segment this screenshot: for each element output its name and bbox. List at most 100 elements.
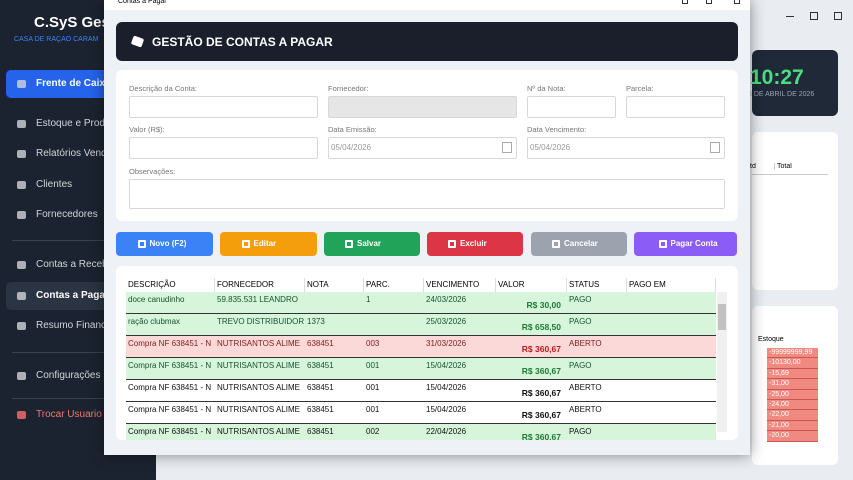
menu-item[interactable]: Estoque e Produ xyxy=(36,118,111,129)
menu-icon xyxy=(17,372,26,380)
menu-item[interactable]: Resumo Finance xyxy=(36,320,112,331)
table-cell: PAGO xyxy=(569,295,592,304)
window-control[interactable] xyxy=(810,12,818,20)
button[interactable]: Excluir xyxy=(427,232,523,256)
stock-cell: -31,00 xyxy=(767,379,818,390)
separator xyxy=(12,398,156,399)
table-cell: 003 xyxy=(366,339,380,348)
window-control[interactable] xyxy=(706,0,712,4)
table-cell: PAGO xyxy=(569,361,592,370)
value-cell: R$ 360,67 xyxy=(521,344,561,354)
menu-item[interactable]: Trocar Usuario xyxy=(36,409,102,420)
stock-header: Estoque xyxy=(758,336,784,343)
field-label: Parcela: xyxy=(626,84,654,93)
stock-cell: -99999999,99 xyxy=(767,348,818,359)
table-row[interactable]: Compra NF 638451 - N NUTRISANTOS ALIME 638… xyxy=(126,336,716,358)
column-header: FORNECEDOR xyxy=(215,278,305,292)
input-field[interactable]: 05/04/2026 xyxy=(527,137,725,159)
menu-item[interactable]: Clientes xyxy=(36,179,73,190)
field-label: Nº da Nota: xyxy=(527,84,566,93)
menu-icon xyxy=(17,322,26,330)
button-icon xyxy=(658,240,667,248)
input-field[interactable] xyxy=(129,96,318,118)
table-cell: 1373 xyxy=(307,317,325,326)
table-card: DESCRIÇÃO FORNECEDOR NOTA PARC. VENCIMENTO VA… xyxy=(116,266,738,440)
table-cell: Compra NF 638451 - N xyxy=(128,361,212,370)
menu-item[interactable]: Fornecedores xyxy=(36,209,98,220)
input-field[interactable] xyxy=(626,96,725,118)
table-row[interactable]: ração clubmax TREVO DISTRIBUIDOR 1373 25/03… xyxy=(126,314,716,336)
table-cell: ABERTO xyxy=(569,383,602,392)
table-header xyxy=(752,162,828,175)
menu-item[interactable]: Configurações xyxy=(36,370,101,381)
table-cell: 24/03/2026 xyxy=(426,295,467,304)
scroll-thumb xyxy=(718,304,726,330)
table-cell: PAGO xyxy=(569,427,592,436)
field-label: Descrição da Conta: xyxy=(129,84,197,93)
stock-cell: -20,00 xyxy=(767,431,818,442)
table-cell: TREVO DISTRIBUIDOR xyxy=(217,317,305,326)
menu-item[interactable]: Contas a Recebe xyxy=(36,259,114,270)
window-control[interactable] xyxy=(734,0,740,4)
button[interactable]: Editar xyxy=(220,232,317,256)
input-field[interactable]: 05/04/2026 xyxy=(328,137,517,159)
value-cell: R$ 360,67 xyxy=(521,432,561,440)
field-label: Data Vencimento: xyxy=(527,125,587,134)
table-row[interactable]: Compra NF 638451 - N NUTRISANTOS ALIME 638… xyxy=(126,358,716,380)
table-cell: 638451 xyxy=(307,405,334,414)
menu-item[interactable]: Contas a Pagar xyxy=(36,290,109,301)
table-cell: NUTRISANTOS ALIME xyxy=(217,427,300,436)
input-field[interactable] xyxy=(328,96,517,118)
window-control[interactable] xyxy=(834,12,842,20)
table-cell: ABERTO xyxy=(569,405,602,414)
sales-card: td Total xyxy=(750,132,838,290)
menu-item[interactable]: Frente de Caixa xyxy=(36,78,111,89)
button[interactable]: Pagar Conta xyxy=(634,232,737,256)
button[interactable]: Novo (F2) xyxy=(116,232,213,256)
table-cell: 001 xyxy=(366,405,380,414)
modal-window: Contas a Pagar GESTÃO DE CONTAS A PAGAR De… xyxy=(104,0,750,455)
table-row[interactable]: Compra NF 638451 - N NUTRISANTOS ALIME 638… xyxy=(126,380,716,402)
window-control[interactable] xyxy=(786,12,794,17)
window-control[interactable] xyxy=(682,0,688,4)
table-cell: 1 xyxy=(366,295,371,304)
input-field[interactable] xyxy=(527,96,616,118)
calendar-icon[interactable] xyxy=(710,142,720,153)
button[interactable]: Cancelar xyxy=(531,232,627,256)
table-cell: 15/04/2026 xyxy=(426,361,467,370)
title-bar xyxy=(104,0,750,10)
clock: 10:27 xyxy=(750,66,804,89)
button-label: Salvar xyxy=(357,239,382,248)
stock-cell: -15,69 xyxy=(767,368,818,380)
table-row[interactable]: doce canudinho 59.835.531 LEANDRO 1 24/03/2… xyxy=(126,292,716,314)
table-cell: 638451 xyxy=(307,339,334,348)
button-icon xyxy=(241,240,250,248)
stock-cell: -22,00 xyxy=(767,410,818,421)
column-header: VALOR xyxy=(496,278,567,292)
stock-cell: -21,00 xyxy=(767,420,818,432)
table-cell: doce canudinho xyxy=(128,295,185,304)
value-cell: R$ 360,67 xyxy=(521,388,561,398)
column-header: NOTA xyxy=(305,278,364,292)
table-header-cell: td xyxy=(750,163,756,170)
button[interactable]: Salvar xyxy=(324,232,420,256)
table-row[interactable]: Compra NF 638451 - N NUTRISANTOS ALIME 638… xyxy=(126,424,716,440)
separator xyxy=(12,240,156,241)
scrollbar xyxy=(717,292,727,432)
table-cell: PAGO xyxy=(569,317,592,326)
header-icon xyxy=(130,35,145,48)
calendar-icon[interactable] xyxy=(502,142,512,153)
header-title: GESTÃO DE CONTAS A PAGAR xyxy=(152,35,333,49)
table-cell: 22/04/2026 xyxy=(426,427,467,436)
table-cell: NUTRISANTOS ALIME xyxy=(217,339,300,348)
table-row[interactable]: Compra NF 638451 - N NUTRISANTOS ALIME 638… xyxy=(126,402,716,424)
table-header-cell: Total xyxy=(774,163,792,170)
table-cell: 25/03/2026 xyxy=(426,317,467,326)
button-label: Editar xyxy=(253,239,277,248)
menu-item[interactable]: Relatórios Venda xyxy=(36,148,113,159)
button-label: Novo (F2) xyxy=(149,239,187,248)
input-field[interactable] xyxy=(129,137,318,159)
input-field[interactable] xyxy=(129,179,725,209)
menu-icon xyxy=(17,150,26,158)
